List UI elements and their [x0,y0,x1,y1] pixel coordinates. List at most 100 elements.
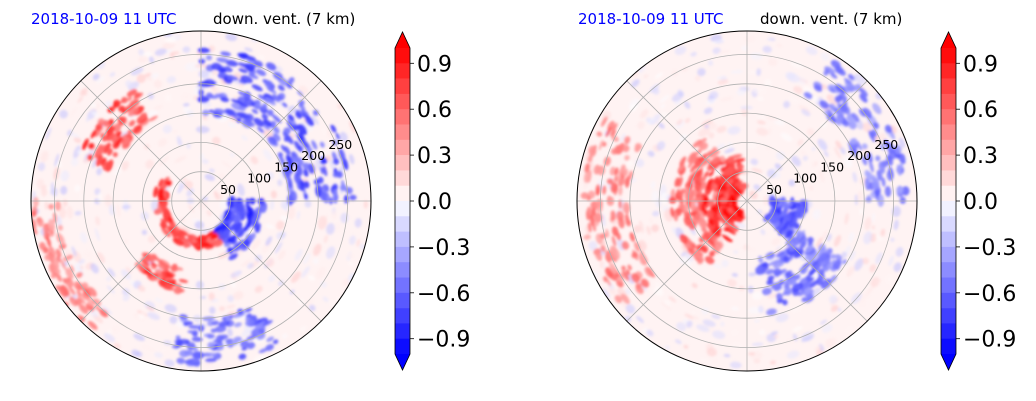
field-speckle [724,148,735,154]
field-cell [161,227,171,238]
field-cell [88,142,95,150]
field-speckle [852,171,858,183]
field-cell [261,206,267,213]
field-speckle [104,194,113,207]
field-cell [265,62,277,71]
field-speckle [691,311,696,316]
field-cell [46,237,52,247]
field-cell [266,86,277,94]
field-speckle [793,86,803,94]
field-speckle [720,321,725,327]
field-speckle [97,192,102,204]
field-speckle [59,109,68,119]
field-cell [731,196,736,208]
field-cell [164,284,174,291]
field-cell [222,210,232,222]
radial-tick-label: 200 [301,148,325,163]
field-speckle [757,96,764,102]
field-speckle [308,304,316,312]
field-speckle [297,298,304,306]
field-cell [611,247,620,260]
field-cell [287,116,297,127]
field-speckle [280,231,287,238]
field-cell [118,105,126,113]
radial-tick-label: 50 [220,182,236,197]
field-speckle [674,45,687,56]
field-cell [868,130,876,143]
radial-tick-label: 200 [847,148,871,163]
field-cell [178,279,189,283]
field-speckle [721,259,729,268]
field-cell [48,203,55,210]
field-cell [133,92,144,100]
field-speckle [714,163,727,173]
field-cell [872,122,880,130]
field-speckle [863,231,873,245]
field-speckle [227,327,233,337]
field-cell [804,252,812,261]
field-cell [697,153,708,164]
field-speckle [211,70,218,76]
field-cell [706,150,713,157]
field-cell [704,183,713,196]
field-speckle [767,127,773,136]
field-speckle [60,185,68,195]
polar-frame-1 [30,30,372,372]
field-cell [205,54,213,61]
field-speckle [729,361,742,369]
field-cell [622,144,630,153]
field-cell [588,145,597,155]
field-speckle [60,170,70,182]
field-speckle [186,188,195,197]
field-speckle [125,80,133,88]
field-cell [709,233,716,240]
field-speckle [96,75,106,84]
field-cell [263,119,272,128]
field-speckle [736,88,747,96]
field-cell [206,94,219,99]
field-speckle [71,132,80,139]
field-cell [785,236,796,246]
field-speckle [821,323,833,333]
field-cell [305,115,314,127]
field-cell [871,181,879,189]
field-speckle [694,75,701,82]
grid-spoke [746,200,868,322]
field-cell [233,336,242,343]
field-speckle [767,58,778,67]
field-cell [266,109,274,116]
field-cell [621,270,630,281]
field-cell [822,258,831,268]
field-cell [696,167,703,179]
field-cell [175,339,183,348]
field-cell [799,235,807,245]
field-speckle [733,250,739,254]
field-speckle [73,145,81,159]
field-cell [692,140,701,148]
field-speckle [654,72,664,79]
field-cell [256,332,266,340]
field-cell [214,325,227,333]
field-speckle [74,184,81,193]
field-cell [271,114,282,124]
field-cell [251,84,263,92]
field-cell [829,84,841,94]
field-speckle [648,117,656,125]
field-cell [99,308,109,318]
field-cell [243,240,250,247]
field-speckle [711,39,725,44]
field-cell [172,230,179,238]
field-cell [237,62,248,68]
field-speckle [154,352,163,359]
field-cell [79,304,89,314]
field-cell [779,216,785,223]
field-speckle [183,102,190,107]
colorbar-level [395,170,410,186]
field-cell [187,234,194,242]
field-speckle [701,307,709,315]
field-speckle [123,239,129,245]
field-speckle [635,158,645,168]
field-cell [782,220,790,231]
field-cell [817,273,825,282]
